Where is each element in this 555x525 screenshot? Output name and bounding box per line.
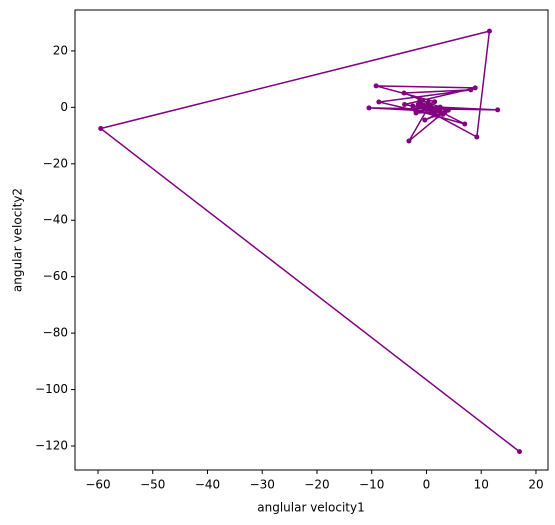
point <box>486 28 492 34</box>
point <box>422 117 428 123</box>
y-tick-label: −20 <box>43 156 68 170</box>
point <box>401 90 407 96</box>
y-axis-label: angular velocity2 <box>11 188 25 292</box>
x-tick-label: 20 <box>528 478 543 492</box>
point <box>445 107 451 113</box>
point <box>413 110 419 116</box>
point <box>517 449 523 455</box>
point <box>376 99 382 105</box>
point <box>468 87 474 93</box>
point <box>474 134 480 140</box>
y-tick-label: −40 <box>43 213 68 227</box>
point <box>98 126 104 132</box>
point <box>406 138 412 144</box>
point <box>402 102 408 108</box>
point <box>462 121 468 127</box>
x-tick-label: −40 <box>195 478 220 492</box>
y-tick-label: −80 <box>43 326 68 340</box>
point <box>366 105 372 111</box>
point <box>430 106 436 112</box>
point <box>418 100 424 106</box>
point <box>495 107 501 113</box>
x-tick-label: −50 <box>140 478 165 492</box>
point <box>410 103 416 109</box>
x-tick-label: −60 <box>85 478 110 492</box>
point <box>472 85 478 91</box>
x-tick-label: 10 <box>474 478 489 492</box>
x-axis-label: anglular velocity1 <box>257 501 364 515</box>
point <box>426 105 432 111</box>
line <box>99 30 520 453</box>
y-tick-label: −120 <box>35 439 68 453</box>
point <box>373 83 379 89</box>
y-tick-label: 20 <box>53 43 68 57</box>
y-tick-label: 0 <box>60 100 68 114</box>
point <box>432 112 438 118</box>
x-tick-label: −10 <box>359 478 384 492</box>
y-tick-label: −60 <box>43 269 68 283</box>
y-tick-label: −100 <box>35 382 68 396</box>
x-tick-label: −30 <box>250 478 275 492</box>
x-tick-label: −20 <box>304 478 329 492</box>
point <box>432 99 438 105</box>
axes-frame <box>74 9 549 471</box>
x-tick-label: 0 <box>423 478 431 492</box>
point <box>425 100 431 106</box>
point <box>437 104 443 110</box>
point <box>440 111 446 117</box>
